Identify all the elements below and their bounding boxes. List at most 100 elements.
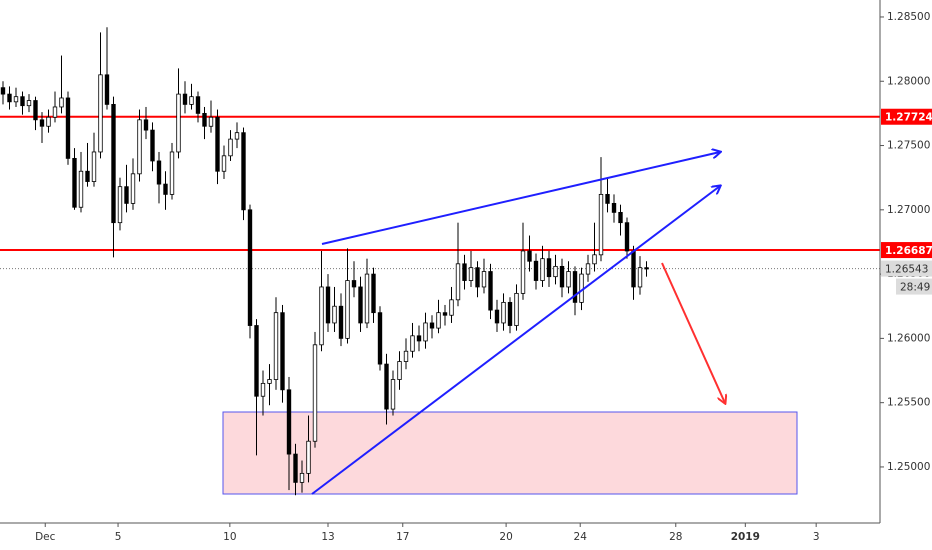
candle-body xyxy=(286,389,292,455)
candle-body xyxy=(150,129,155,162)
y-tick-label: 1.28500 xyxy=(887,11,930,23)
candle-body xyxy=(33,100,38,121)
drawings xyxy=(311,152,725,495)
forecast-arrow xyxy=(661,262,725,403)
price-tag-label: 1.27724 xyxy=(885,112,932,124)
candle-body xyxy=(247,209,253,326)
candle-body xyxy=(319,286,324,346)
candle-body xyxy=(501,301,506,324)
candle-body xyxy=(637,267,643,288)
x-tick-label: 2019 xyxy=(731,531,760,543)
candle-body xyxy=(423,322,428,342)
y-tick-label: 1.27000 xyxy=(887,204,930,216)
candle-body xyxy=(455,263,461,301)
candle-body xyxy=(85,170,90,182)
candle-body xyxy=(488,271,493,311)
candle-body xyxy=(72,157,77,208)
candle-body xyxy=(364,273,370,324)
candle-body xyxy=(208,116,214,127)
y-tick-label: 1.25500 xyxy=(887,397,930,409)
candle-body xyxy=(13,96,19,103)
candle-body xyxy=(410,335,415,352)
candle-body xyxy=(585,263,591,275)
candle-body xyxy=(26,100,32,107)
candle-body xyxy=(273,312,279,380)
y-tick-label: 1.28000 xyxy=(887,75,930,87)
axes: 1.285001.280001.275001.270001.265001.260… xyxy=(35,11,932,543)
candle-body xyxy=(143,119,149,131)
candle-body xyxy=(494,309,500,324)
trend-line xyxy=(311,186,720,495)
support-zone xyxy=(222,411,798,495)
background-layer xyxy=(222,411,798,495)
x-tick-label: Dec xyxy=(35,531,56,543)
candle-body xyxy=(52,106,58,118)
candle-body xyxy=(527,250,532,262)
countdown-tag xyxy=(896,278,932,295)
x-tick-label: 5 xyxy=(115,531,122,543)
x-tick-label: 10 xyxy=(223,531,236,543)
candle-body xyxy=(598,193,604,256)
candle-body xyxy=(306,440,311,474)
candle-body xyxy=(624,222,630,252)
candle-body xyxy=(267,379,272,384)
candle-body xyxy=(293,453,298,483)
candle-body xyxy=(390,379,396,410)
y-tick-label: 1.26000 xyxy=(887,332,930,344)
candle-body xyxy=(7,93,12,103)
candle-body xyxy=(46,116,51,127)
price-tag xyxy=(881,242,932,259)
current-price-tag xyxy=(881,260,932,277)
y-tick-label: 1.27500 xyxy=(887,140,930,152)
candle-body xyxy=(234,132,240,140)
candle-body xyxy=(468,267,474,281)
price-lines xyxy=(0,115,880,270)
candle-body xyxy=(91,151,97,182)
candle-body xyxy=(78,170,84,208)
candle-body xyxy=(104,74,110,105)
candle-body xyxy=(332,305,337,324)
candle-body xyxy=(202,112,207,127)
candle-body xyxy=(572,271,578,303)
trend-line xyxy=(321,152,720,245)
candle-body xyxy=(176,93,181,153)
candles xyxy=(0,27,649,496)
y-tick-label: 1.25000 xyxy=(887,461,930,473)
candle-body xyxy=(338,305,344,339)
candle-body xyxy=(130,173,136,204)
candle-body xyxy=(377,312,383,365)
candle-body xyxy=(312,344,318,442)
candle-body xyxy=(449,299,454,316)
candle-body xyxy=(345,280,350,339)
candle-body xyxy=(325,286,331,324)
candle-body xyxy=(299,472,305,483)
candle-body xyxy=(429,322,435,329)
candle-body xyxy=(553,265,558,278)
price-tag-label: 1.26687 xyxy=(885,245,932,257)
candle-body xyxy=(98,74,103,153)
candle-body xyxy=(39,119,45,127)
x-tick-label: 28 xyxy=(669,531,682,543)
candle-body xyxy=(358,286,363,324)
candle-body xyxy=(280,312,285,391)
candle-body xyxy=(592,254,597,265)
candle-body xyxy=(65,97,71,159)
candle-body xyxy=(611,202,617,213)
candle-body xyxy=(215,116,220,172)
candle-body xyxy=(137,119,142,175)
candle-body xyxy=(163,183,168,195)
x-tick-label: 17 xyxy=(396,531,409,543)
candle-body xyxy=(579,273,584,303)
candle-body xyxy=(169,151,175,195)
candle-body xyxy=(644,267,649,270)
x-tick-label: 20 xyxy=(499,531,512,543)
candle-body xyxy=(189,96,194,105)
candle-body xyxy=(514,292,519,326)
candle-body xyxy=(618,211,623,224)
countdown-label: 28:49 xyxy=(900,282,930,294)
candle-body xyxy=(0,87,6,95)
candle-body xyxy=(546,258,552,278)
candle-body xyxy=(533,260,539,281)
candle-body xyxy=(605,193,610,204)
x-tick-label: 24 xyxy=(574,531,588,543)
